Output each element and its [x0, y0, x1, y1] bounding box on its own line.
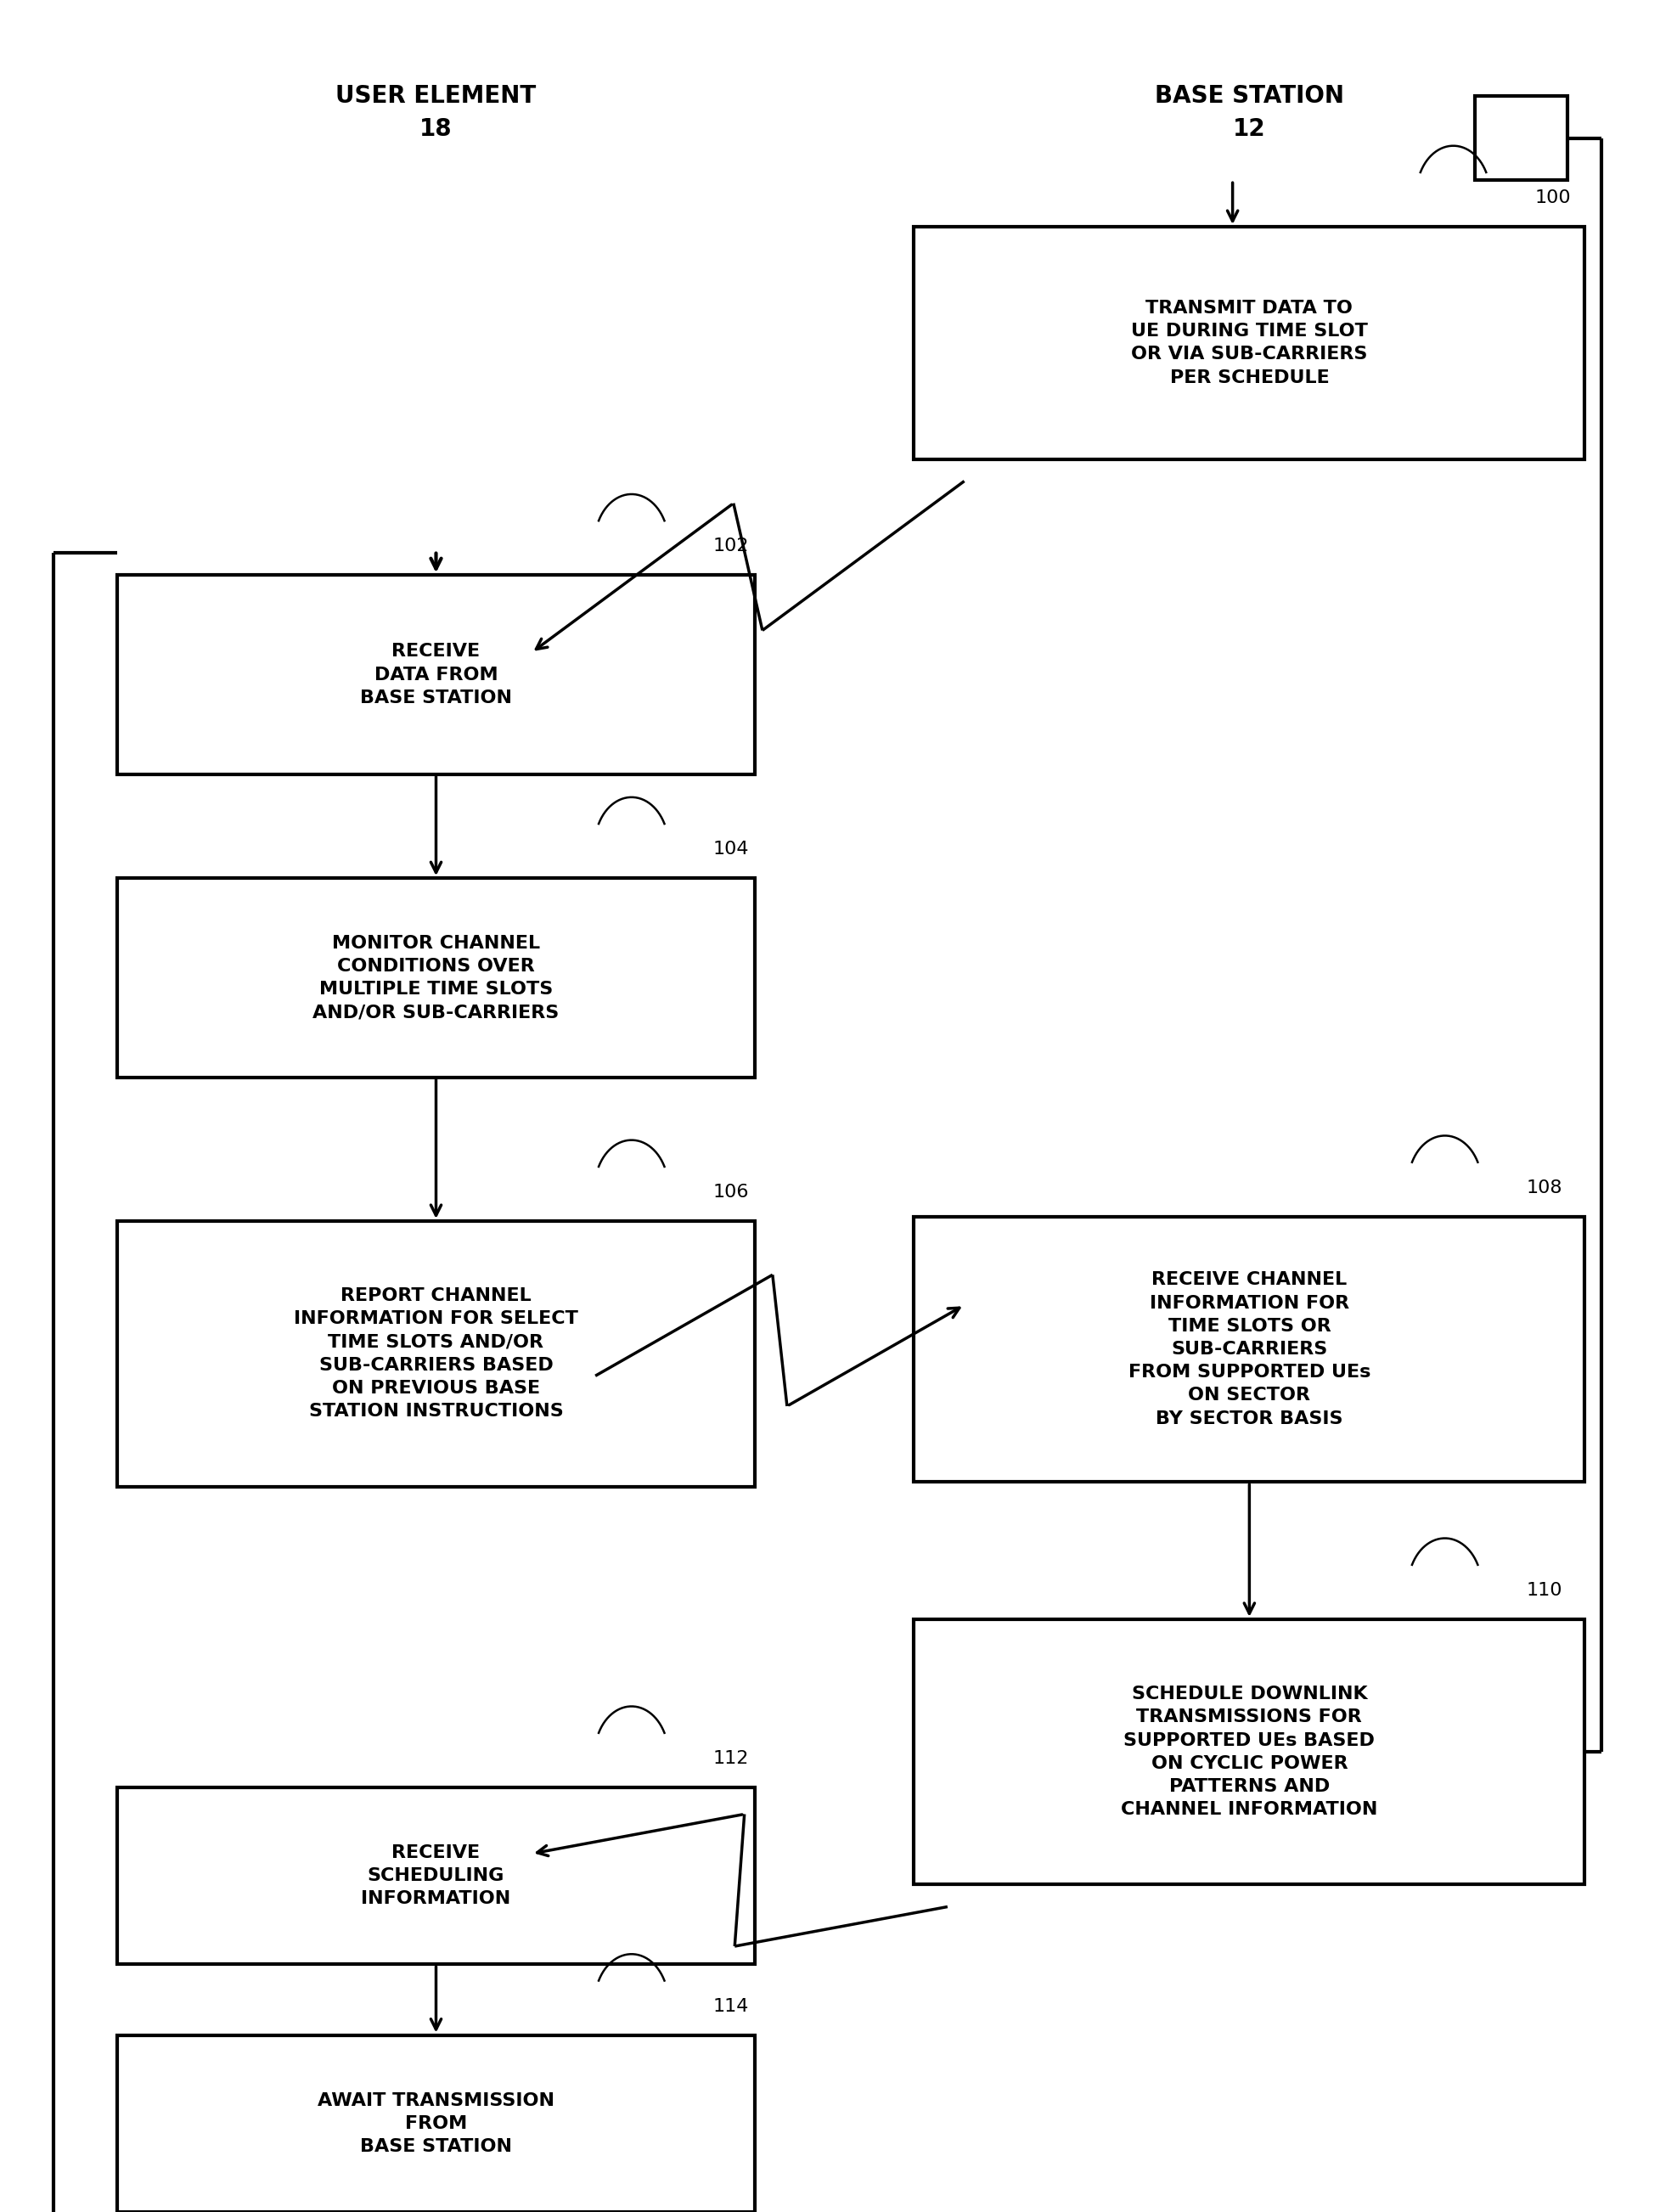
FancyBboxPatch shape [914, 228, 1585, 460]
Text: AWAIT TRANSMISSION
FROM
BASE STATION: AWAIT TRANSMISSION FROM BASE STATION [317, 2093, 555, 2154]
Text: 106: 106 [713, 1183, 750, 1201]
Text: SCHEDULE DOWNLINK
TRANSMISSIONS FOR
SUPPORTED UEs BASED
ON CYCLIC POWER
PATTERNS: SCHEDULE DOWNLINK TRANSMISSIONS FOR SUPP… [1120, 1686, 1378, 1818]
Text: 114: 114 [713, 1997, 748, 2015]
Text: MONITOR CHANNEL
CONDITIONS OVER
MULTIPLE TIME SLOTS
AND/OR SUB-CARRIERS: MONITOR CHANNEL CONDITIONS OVER MULTIPLE… [314, 933, 558, 1022]
Text: RECEIVE
SCHEDULING
INFORMATION: RECEIVE SCHEDULING INFORMATION [361, 1845, 511, 1907]
FancyBboxPatch shape [117, 1787, 755, 1964]
Text: 100: 100 [1534, 190, 1571, 206]
Text: BASE STATION
12: BASE STATION 12 [1155, 84, 1343, 142]
FancyBboxPatch shape [117, 2035, 755, 2212]
Text: RECEIVE
DATA FROM
BASE STATION: RECEIVE DATA FROM BASE STATION [361, 644, 511, 706]
FancyBboxPatch shape [117, 1221, 755, 1486]
Text: USER ELEMENT
18: USER ELEMENT 18 [335, 84, 537, 142]
FancyBboxPatch shape [117, 575, 755, 774]
FancyBboxPatch shape [914, 1619, 1585, 1885]
Text: 108: 108 [1526, 1179, 1563, 1197]
Text: TRANSMIT DATA TO
UE DURING TIME SLOT
OR VIA SUB-CARRIERS
PER SCHEDULE: TRANSMIT DATA TO UE DURING TIME SLOT OR … [1130, 299, 1368, 387]
FancyBboxPatch shape [914, 1217, 1585, 1482]
Text: 104: 104 [713, 841, 750, 858]
FancyBboxPatch shape [117, 878, 755, 1077]
FancyBboxPatch shape [1476, 97, 1568, 181]
Text: 112: 112 [713, 1750, 748, 1767]
Text: REPORT CHANNEL
INFORMATION FOR SELECT
TIME SLOTS AND/OR
SUB-CARRIERS BASED
ON PR: REPORT CHANNEL INFORMATION FOR SELECT TI… [293, 1287, 579, 1420]
Text: 110: 110 [1526, 1582, 1563, 1599]
Text: RECEIVE CHANNEL
INFORMATION FOR
TIME SLOTS OR
SUB-CARRIERS
FROM SUPPORTED UEs
ON: RECEIVE CHANNEL INFORMATION FOR TIME SLO… [1129, 1272, 1370, 1427]
Text: 102: 102 [713, 538, 750, 555]
